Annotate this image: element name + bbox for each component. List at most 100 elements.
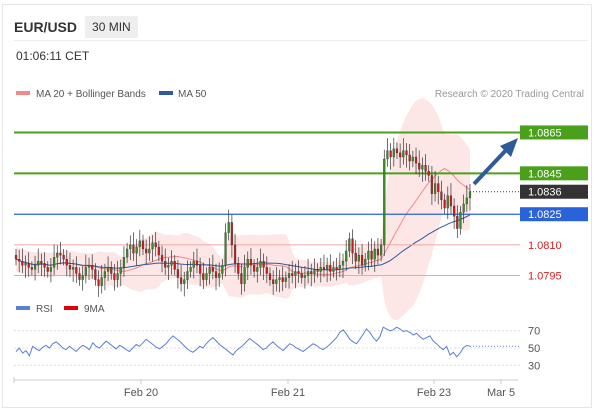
candle — [233, 233, 237, 273]
candle-body — [211, 267, 214, 272]
legend-9ma: 9MA — [84, 304, 105, 315]
candle-body — [189, 267, 192, 272]
bollinger-band-area — [16, 97, 470, 321]
candle-body — [68, 265, 72, 270]
candle — [199, 257, 202, 287]
candle-body — [246, 259, 249, 268]
candle — [284, 271, 287, 288]
support-label: 1.0810 — [528, 240, 562, 252]
candle — [151, 235, 154, 262]
candle-body — [199, 265, 202, 274]
candle — [37, 248, 40, 274]
candle-body — [145, 248, 148, 254]
header-divider — [14, 40, 588, 41]
candle-body — [348, 238, 351, 252]
candle-body — [40, 261, 43, 264]
candle — [253, 259, 256, 278]
candle — [443, 193, 446, 215]
candle-body — [370, 250, 373, 260]
candle — [465, 185, 468, 212]
candle-body — [59, 252, 62, 256]
candle-body — [256, 267, 259, 272]
candle — [21, 248, 24, 274]
candle-body — [437, 183, 440, 192]
candle — [186, 260, 189, 290]
candle-body — [227, 222, 230, 233]
candle — [14, 248, 18, 266]
candle-body — [49, 267, 53, 272]
candle — [348, 232, 351, 258]
candle-body — [345, 250, 348, 262]
candle — [192, 251, 195, 279]
candle-body — [18, 259, 21, 262]
candle-body — [268, 273, 272, 280]
candle — [176, 260, 180, 289]
candle — [389, 143, 392, 170]
chart-frame — [2, 4, 592, 408]
candle — [383, 149, 386, 256]
candle-body — [116, 273, 119, 280]
candle — [113, 264, 116, 291]
pivot-label: 1.0825 — [528, 209, 562, 221]
candle — [40, 253, 43, 276]
candle — [106, 256, 110, 281]
candle-body — [21, 261, 24, 266]
candle-body — [421, 165, 424, 170]
candle-body — [167, 265, 170, 268]
candle-body — [402, 150, 405, 158]
candle — [433, 170, 437, 202]
candle — [243, 254, 246, 292]
candle-body — [418, 162, 421, 170]
candle-body — [148, 248, 151, 254]
candle — [430, 165, 434, 205]
x-tick-label: Feb 21 — [271, 387, 305, 399]
candle-body — [294, 271, 297, 276]
candle-body — [310, 271, 313, 274]
candle-body — [430, 175, 434, 194]
candle-body — [319, 267, 322, 272]
last-price-tag — [520, 184, 588, 199]
resistance-tag — [520, 125, 588, 140]
candle-body — [465, 197, 468, 205]
candle — [246, 251, 249, 281]
candle — [24, 255, 27, 279]
candle-body — [443, 199, 446, 209]
candle — [18, 249, 21, 273]
candle — [256, 257, 259, 283]
candle-body — [221, 265, 224, 274]
candle — [364, 253, 367, 272]
candle — [119, 259, 122, 287]
candle — [56, 245, 59, 270]
candle-body — [33, 265, 37, 270]
timeframe-badge[interactable]: 30 MIN — [85, 16, 138, 38]
candle — [211, 254, 214, 280]
candle-body — [173, 261, 176, 270]
candle-body — [243, 267, 246, 284]
candle — [75, 256, 78, 283]
resistance-label: 1.0845 — [528, 168, 562, 180]
candle — [214, 263, 218, 291]
candle — [402, 138, 405, 165]
candle — [195, 248, 199, 274]
candle-body — [373, 248, 376, 260]
candle — [103, 263, 106, 291]
candle — [43, 252, 46, 277]
candle-body — [367, 250, 370, 260]
candle — [259, 248, 262, 276]
candle — [94, 263, 97, 286]
candle — [160, 245, 164, 273]
candle — [392, 137, 395, 167]
rsi-level-label: 50 — [528, 343, 540, 355]
candle-body — [132, 244, 135, 254]
candle — [249, 248, 253, 275]
candle — [297, 260, 300, 283]
support-label: 1.0795 — [528, 271, 562, 283]
candle-body — [278, 277, 281, 280]
candle — [268, 267, 272, 286]
candle-body — [380, 244, 383, 256]
candle — [303, 266, 307, 289]
candle — [91, 254, 94, 279]
legend-swatch-ma50 — [159, 91, 173, 95]
candle — [148, 236, 151, 261]
